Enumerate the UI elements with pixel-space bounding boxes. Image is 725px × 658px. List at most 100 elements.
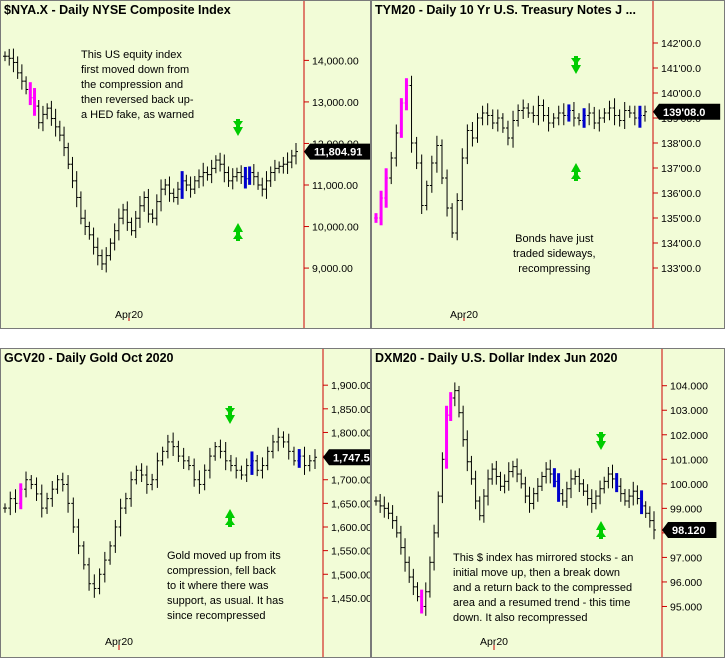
y-tick-label: 1,850.00 xyxy=(331,404,371,416)
price-bar xyxy=(519,469,524,489)
y-tick-label: 11,000.00 xyxy=(312,180,358,192)
price-bar xyxy=(614,473,619,493)
price-bar xyxy=(374,213,378,223)
price-bar xyxy=(144,465,149,494)
price-bar xyxy=(121,203,126,225)
y-tick-label: 133'00.0 xyxy=(661,263,701,275)
y-tick-label: 1,700.00 xyxy=(331,475,371,487)
y-tick-label: 9,000.00 xyxy=(312,263,353,275)
chart-title: GCV20 - Daily Gold Oct 2020 xyxy=(4,351,174,365)
y-tick-label: 142'00.0 xyxy=(661,38,701,50)
price-bar xyxy=(97,568,102,595)
y-tick-label: 141'00.0 xyxy=(661,63,701,75)
price-bar xyxy=(159,179,164,212)
price-bar xyxy=(627,105,632,118)
price-bar xyxy=(160,446,165,466)
price-bar xyxy=(100,249,104,270)
price-bar xyxy=(548,459,553,484)
y-tick-label: 135'00.0 xyxy=(661,213,701,225)
price-bar xyxy=(632,105,637,126)
price-bar xyxy=(485,103,490,126)
price-bar xyxy=(399,98,404,138)
price-bar xyxy=(450,203,455,238)
price-bar xyxy=(470,121,475,147)
price-bar xyxy=(440,452,445,504)
price-bar xyxy=(112,223,117,251)
last-value-badge xyxy=(304,143,370,160)
price-bar xyxy=(8,491,13,516)
price-bar xyxy=(506,462,511,491)
price-bar xyxy=(66,142,71,170)
price-bar xyxy=(102,551,107,583)
price-bar xyxy=(247,166,252,185)
price-bar xyxy=(469,455,474,485)
price-bar xyxy=(24,76,29,95)
price-bar xyxy=(486,469,491,506)
price-bar xyxy=(571,101,576,127)
price-bar xyxy=(276,427,281,452)
price-bar xyxy=(461,405,466,447)
price-bar xyxy=(268,166,273,187)
price-bar xyxy=(53,108,58,137)
price-bar xyxy=(19,64,24,90)
price-bar xyxy=(49,100,54,126)
price-bar xyxy=(155,452,160,488)
price-bar xyxy=(409,75,414,153)
y-tick-label: 96.000 xyxy=(670,577,702,589)
price-bar xyxy=(536,95,541,126)
price-bar xyxy=(495,109,500,132)
price-bar xyxy=(74,171,79,208)
price-bar xyxy=(429,155,434,193)
last-value-badge xyxy=(662,521,717,538)
price-bar xyxy=(171,432,176,456)
price-bar xyxy=(3,503,7,513)
price-bar xyxy=(291,446,296,466)
price-bar xyxy=(234,167,239,182)
last-value-label: 11,804.91 xyxy=(314,147,362,159)
down-arrow-icon xyxy=(596,432,606,450)
price-bar xyxy=(384,168,389,208)
price-bar xyxy=(500,113,505,133)
price-bar xyxy=(29,475,34,490)
up-arrow-icon xyxy=(233,223,243,241)
chart-panel-tym: TYM20 - Daily 10 Yr U.S. Treasury Notes … xyxy=(371,0,725,329)
price-bar xyxy=(589,489,594,513)
y-tick-label: 14,000.00 xyxy=(312,55,359,67)
price-bar xyxy=(302,446,307,475)
price-bar xyxy=(192,458,197,487)
chart-annotation: Gold moved up from its compression, fell… xyxy=(167,550,284,622)
price-bar xyxy=(598,480,603,505)
price-bar xyxy=(455,193,460,241)
price-bar xyxy=(587,103,592,126)
price-bar xyxy=(592,106,597,130)
price-bar xyxy=(511,110,516,148)
price-bar xyxy=(379,190,384,226)
price-bar xyxy=(652,511,656,540)
price-bar xyxy=(610,464,615,489)
chart-annotation: Bonds have just traded sideways, recompr… xyxy=(513,233,596,275)
price-bar xyxy=(635,485,640,505)
price-bar xyxy=(556,473,561,502)
price-bar xyxy=(277,161,282,174)
price-bar xyxy=(118,498,123,537)
price-bar xyxy=(45,492,50,514)
down-arrow-icon xyxy=(233,119,243,136)
price-bar xyxy=(561,103,566,126)
last-value-badge xyxy=(323,449,370,466)
price-bar xyxy=(566,104,571,122)
price-bar xyxy=(60,472,65,492)
price-bar xyxy=(150,473,155,491)
price-bar xyxy=(125,201,130,231)
price-bar xyxy=(81,541,86,570)
price-bar xyxy=(133,210,138,238)
price-bar xyxy=(137,196,142,228)
price-bar xyxy=(255,454,260,477)
price-bar xyxy=(618,478,623,502)
price-bar xyxy=(39,484,44,518)
price-bar xyxy=(213,441,218,461)
price-bar xyxy=(45,103,50,120)
price-bar xyxy=(389,151,394,185)
price-bar xyxy=(404,78,409,111)
price-bar xyxy=(265,446,270,471)
price-bar xyxy=(66,475,71,513)
